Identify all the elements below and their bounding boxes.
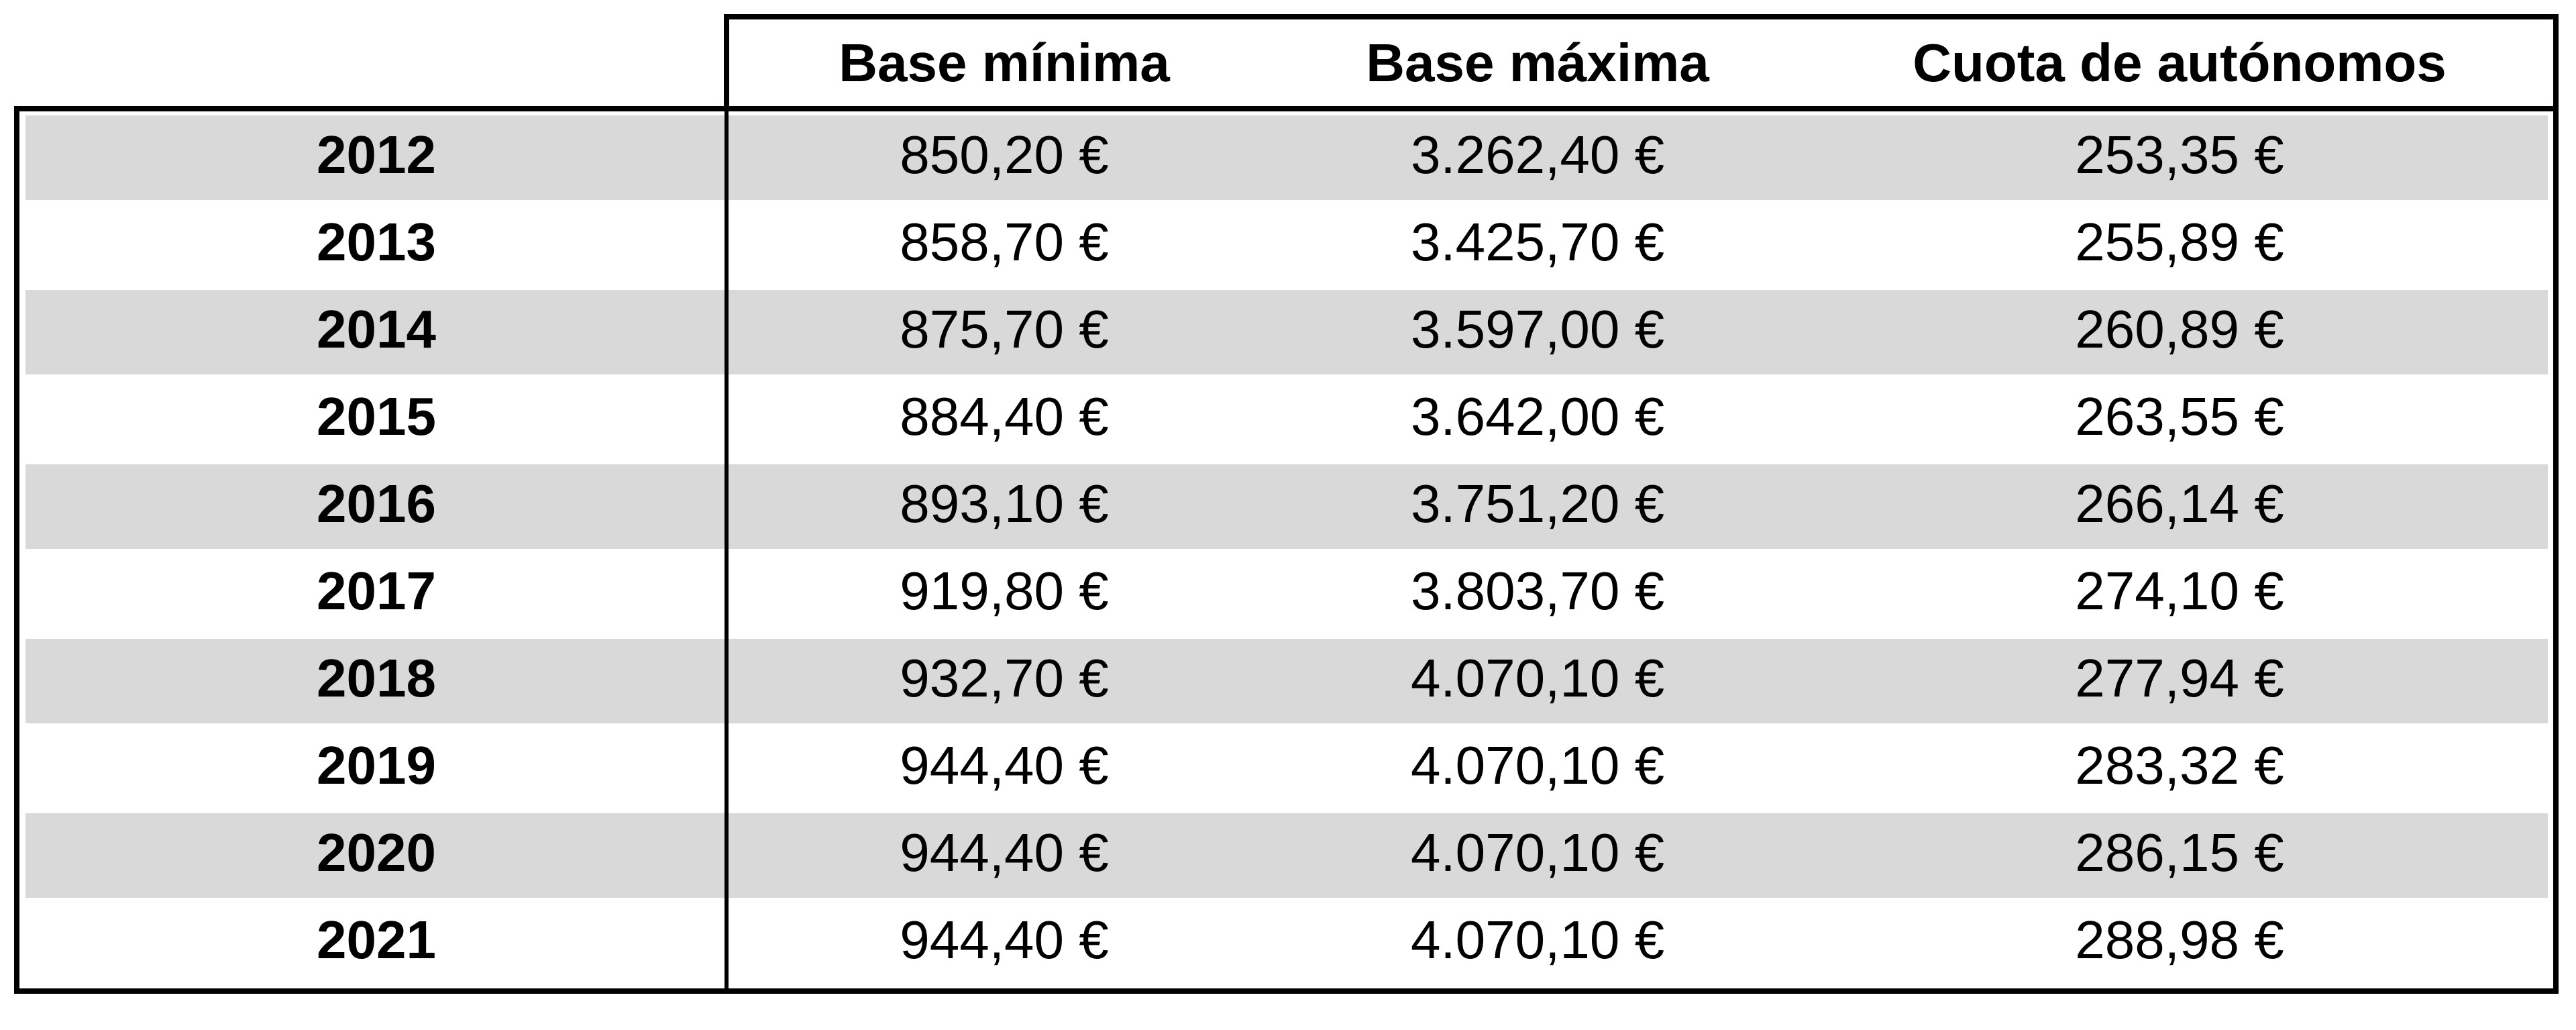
year-cell: 2017 <box>317 561 436 621</box>
value-cell: 884,40 € <box>900 387 1108 446</box>
value-cell: 850,20 € <box>900 125 1108 185</box>
value-cell: 919,80 € <box>900 561 1108 621</box>
value-cell: 288,98 € <box>2075 910 2284 970</box>
year-cell: 2018 <box>317 648 436 708</box>
value-cell: 260,89 € <box>2075 299 2284 359</box>
year-cell: 2012 <box>317 125 436 185</box>
row-stripe <box>25 115 2548 200</box>
value-cell: 3.262,40 € <box>1411 125 1664 185</box>
value-cell: 274,10 € <box>2075 561 2284 621</box>
value-cell: 944,40 € <box>900 823 1108 882</box>
row-stripe <box>25 464 2548 549</box>
value-cell: 286,15 € <box>2075 823 2284 882</box>
cells: Base mínima Base máxima Cuota de autónomos… <box>317 33 2447 970</box>
value-cell: 944,40 € <box>900 910 1108 970</box>
year-cell: 2020 <box>317 823 436 882</box>
value-cell: 893,10 € <box>900 474 1108 533</box>
value-cell: 4.070,10 € <box>1411 910 1664 970</box>
value-cell: 4.070,10 € <box>1411 648 1664 708</box>
column-header: Base mínima <box>839 33 1170 93</box>
year-cell: 2014 <box>317 299 436 359</box>
row-stripe <box>25 813 2548 898</box>
value-cell: 266,14 € <box>2075 474 2284 533</box>
value-cell: 277,94 € <box>2075 648 2284 708</box>
value-cell: 3.597,00 € <box>1411 299 1664 359</box>
value-cell: 3.642,00 € <box>1411 387 1664 446</box>
value-cell: 875,70 € <box>900 299 1108 359</box>
value-cell: 253,35 € <box>2075 125 2284 185</box>
value-cell: 944,40 € <box>900 735 1108 795</box>
row-stripe <box>25 639 2548 723</box>
value-cell: 3.803,70 € <box>1411 561 1664 621</box>
year-cell: 2021 <box>317 910 436 970</box>
value-cell: 3.425,70 € <box>1411 212 1664 272</box>
row-stripe <box>25 290 2548 374</box>
value-cell: 3.751,20 € <box>1411 474 1664 533</box>
value-cell: 4.070,10 € <box>1411 735 1664 795</box>
year-cell: 2013 <box>317 212 436 272</box>
year-cell: 2019 <box>317 735 436 795</box>
value-cell: 263,55 € <box>2075 387 2284 446</box>
value-cell: 932,70 € <box>900 648 1108 708</box>
row-stripes <box>25 115 2548 898</box>
year-cell: 2015 <box>317 387 436 446</box>
column-header: Base máxima <box>1366 33 1709 93</box>
value-cell: 4.070,10 € <box>1411 823 1664 882</box>
value-cell: 283,32 € <box>2075 735 2284 795</box>
value-cell: 255,89 € <box>2075 212 2284 272</box>
body-border <box>14 106 2559 994</box>
year-cell: 2016 <box>317 474 436 533</box>
column-header: Cuota de autónomos <box>1913 33 2447 93</box>
value-cell: 858,70 € <box>900 212 1108 272</box>
